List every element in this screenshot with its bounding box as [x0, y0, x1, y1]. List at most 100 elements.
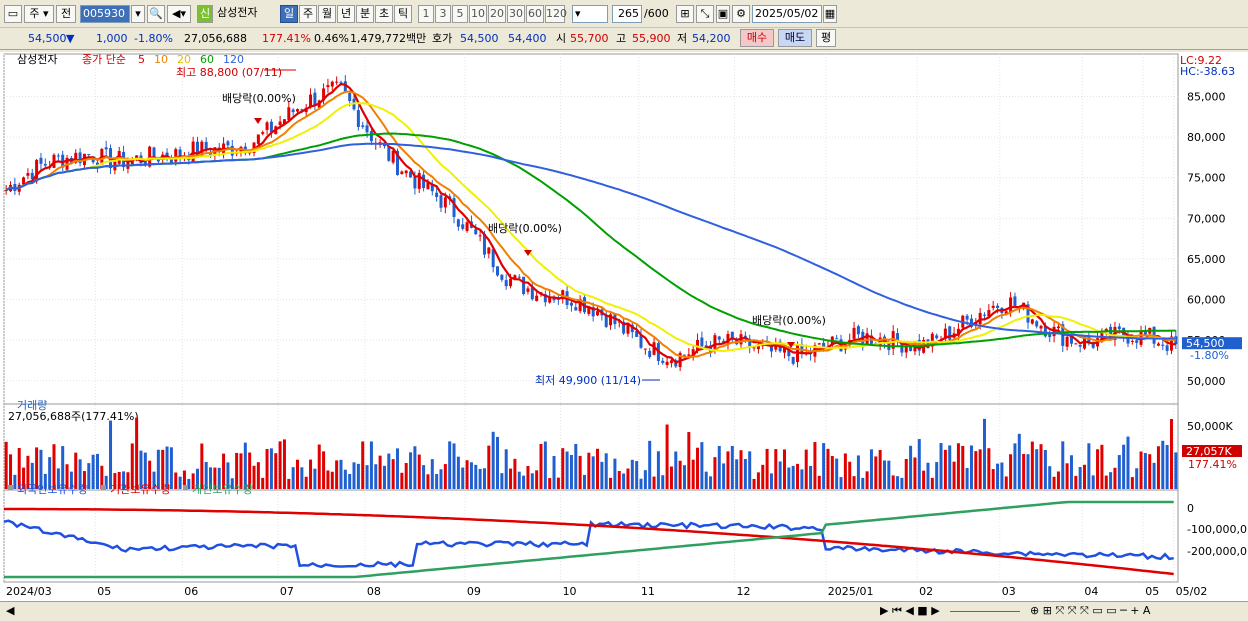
sell-button[interactable]: 매도 [778, 29, 812, 47]
series-marker [183, 485, 188, 490]
compress-icon[interactable]: ⤡ [696, 5, 714, 23]
window-menu-icon[interactable]: ▭ [4, 5, 22, 23]
search-icon[interactable]: 🔍 [147, 5, 165, 23]
volume-bar [1130, 477, 1134, 489]
tab-period-0[interactable]: 일 [280, 5, 298, 23]
tab-period-4[interactable]: 분 [356, 5, 374, 23]
horizontal-scrollbar[interactable]: ◀ ▶ ⏮ ◀ ■ ▶ ⊕ ⊞ ⤧ ⤧ ⤧ ▭ ▭ ─ + A [0, 601, 1248, 621]
volume-bar [565, 451, 569, 489]
volume-bar [78, 459, 82, 489]
tab-interval-30[interactable]: 30 [507, 5, 525, 23]
chart-canvas[interactable]: 85,00080,00075,00070,00065,00060,00055,0… [0, 52, 1248, 602]
volume-bar [300, 467, 304, 489]
code-dropdown-icon[interactable]: ▾ [131, 5, 145, 23]
volume-bar [304, 476, 308, 489]
market-select[interactable]: 주 ▾ [24, 5, 54, 23]
candle-body [456, 219, 460, 227]
volume-bar [456, 456, 460, 489]
volume-bar [174, 472, 178, 489]
candle-body [987, 310, 991, 317]
volume-bar [874, 456, 878, 489]
volume-panel-title: 거래량 [17, 399, 47, 412]
holding-series-label: 외국인보유수량 [17, 483, 88, 496]
scroll-left-icon[interactable]: ◀ [6, 604, 15, 617]
volume-bar [74, 452, 78, 489]
code-input[interactable]: 005930 [80, 5, 130, 23]
tab-period-5[interactable]: 초 [375, 5, 393, 23]
candle-body [817, 343, 821, 345]
dividend-annotation: 배당락(0.00%) [488, 222, 562, 235]
volume-bar [656, 451, 660, 489]
volume-bar [961, 445, 965, 489]
open: 55,700 [570, 32, 609, 45]
playback-controls-icon[interactable]: ▶ ⏮ ◀ ■ ▶ [880, 604, 940, 617]
volume-bar [122, 471, 126, 489]
volume-bar [417, 454, 421, 489]
candle-body [1026, 304, 1030, 323]
tab-interval-10[interactable]: 10 [469, 5, 487, 23]
volume-bar [769, 473, 773, 489]
zoom-toolbar-icons[interactable]: ⊕ ⊞ ⤧ ⤧ ⤧ ▭ ▭ ─ + A [1030, 604, 1151, 617]
volume-ratio: 177.41% [262, 32, 311, 45]
volume-bar [426, 474, 430, 489]
volume-bar [1035, 449, 1039, 489]
candle-body [1043, 325, 1047, 337]
volume-bar [39, 449, 43, 489]
count-dropdown[interactable]: ▾ [572, 5, 608, 23]
tab-period-1[interactable]: 주 [299, 5, 317, 23]
speaker-icon[interactable]: ◀▾ [167, 5, 191, 23]
count-max: /600 [644, 7, 669, 20]
candle-body [1161, 344, 1165, 346]
volume-bar [95, 453, 99, 489]
x-tick-label: 2024/03 [6, 585, 52, 598]
tab-interval-3[interactable]: 3 [435, 5, 451, 23]
candle-body [782, 347, 786, 353]
volume-bar [648, 440, 652, 489]
candle-body [204, 141, 208, 151]
tab-period-2[interactable]: 월 [318, 5, 336, 23]
tab-period-6[interactable]: 틱 [394, 5, 412, 23]
grid-icon[interactable]: ⊞ [676, 5, 694, 23]
volume-bar [443, 464, 447, 489]
volume-bar [843, 453, 847, 489]
volume-bar [209, 467, 213, 489]
candle-body [717, 336, 721, 340]
volume-bar [987, 448, 991, 489]
candle-body [387, 147, 391, 161]
volume-bar [265, 449, 269, 489]
volume-bar [1000, 462, 1004, 489]
tab-interval-5[interactable]: 5 [452, 5, 468, 23]
volume-bar [530, 473, 534, 489]
candle-body [13, 184, 17, 191]
save-icon[interactable]: ▣ [716, 5, 730, 23]
calendar-icon[interactable]: ▦ [823, 5, 837, 23]
candle-body [948, 326, 952, 340]
tab-period-3[interactable]: 년 [337, 5, 355, 23]
volume-bar [609, 477, 613, 489]
candle-body [587, 307, 591, 314]
candle-body [174, 149, 178, 162]
tab-interval-1[interactable]: 1 [418, 5, 434, 23]
prev-button[interactable]: 전 [56, 5, 76, 23]
volume-bar [517, 471, 521, 489]
volume-bar [522, 475, 526, 489]
tab-interval-20[interactable]: 20 [488, 5, 506, 23]
candle-body [74, 152, 78, 163]
tab-interval-120[interactable]: 120 [545, 5, 567, 23]
volume-bar [1043, 450, 1047, 489]
volume-bar [939, 443, 943, 489]
candle-body [1143, 330, 1147, 335]
buy-button[interactable]: 매수 [740, 29, 774, 47]
date-input[interactable]: 2025/05/02 [752, 5, 822, 23]
candle-body [322, 88, 326, 101]
zoom-slider[interactable] [950, 604, 1020, 612]
candle-body [496, 266, 500, 276]
eval-button[interactable]: 평 [816, 29, 836, 47]
volume-bar [48, 457, 52, 489]
volume-bar [630, 459, 634, 489]
ma20-line [5, 102, 1176, 353]
candle-body [1174, 336, 1178, 345]
count-input[interactable]: 265 [612, 5, 642, 23]
gear-icon[interactable]: ⚙ [732, 5, 750, 23]
tab-interval-60[interactable]: 60 [526, 5, 544, 23]
